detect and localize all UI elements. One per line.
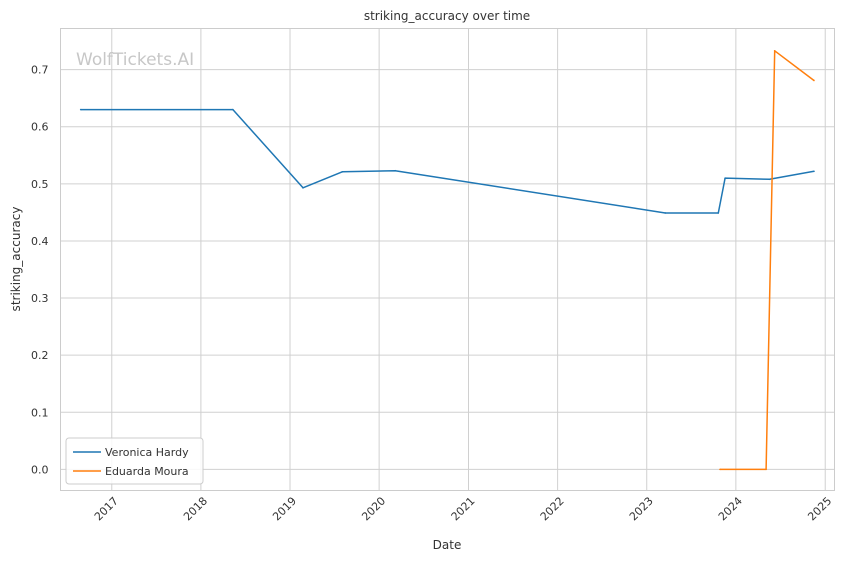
legend-label-veronica-hardy: Veronica Hardy	[105, 446, 189, 459]
data-point-veronica-hardy	[394, 169, 397, 172]
legend: Veronica Hardy Eduarda Moura	[65, 437, 204, 485]
x-axis-label: Date	[433, 538, 462, 552]
series-line-veronica-hardy	[80, 108, 815, 214]
data-point-eduarda-moura	[765, 468, 767, 471]
data-point-veronica-hardy	[664, 212, 667, 214]
y-tick-label: 0.1	[31, 406, 49, 419]
data-point-veronica-hardy	[724, 177, 726, 179]
data-point-veronica-hardy	[717, 212, 720, 214]
x-tick-labels: 2017 2018 2019 2020 2021 2022 2023 2024 2025	[92, 494, 834, 523]
data-point-eduarda-moura	[719, 468, 721, 471]
x-tick-label: 2025	[805, 494, 834, 523]
chart-title: striking_accuracy over time	[364, 9, 530, 23]
series-line-eduarda-moura	[720, 50, 815, 471]
x-tick-label: 2017	[92, 494, 121, 523]
series-layer	[79, 49, 815, 471]
grid	[60, 28, 835, 491]
data-point-veronica-hardy	[813, 170, 815, 173]
data-point-veronica-hardy	[302, 187, 304, 189]
x-tick-label: 2024	[716, 494, 745, 523]
y-tick-label: 0.3	[31, 292, 49, 305]
y-tick-label: 0.6	[31, 121, 49, 134]
y-tick-labels: 0.0 0.1 0.2 0.3 0.4 0.5 0.6 0.7	[31, 64, 49, 477]
y-tick-label: 0.5	[31, 178, 49, 191]
legend-label-eduarda-moura: Eduarda Moura	[105, 465, 189, 478]
x-tick-label: 2020	[359, 494, 388, 523]
data-point-veronica-hardy	[341, 171, 344, 173]
x-tick-label: 2019	[270, 494, 299, 523]
y-tick-label: 0.7	[31, 64, 49, 77]
y-axis-label: striking_accuracy	[9, 207, 23, 312]
x-tick-label: 2018	[181, 494, 210, 523]
x-tick-label: 2022	[538, 494, 567, 523]
data-point-veronica-hardy	[768, 178, 771, 181]
data-point-veronica-hardy	[79, 108, 82, 111]
x-tick-label: 2023	[627, 494, 656, 523]
y-tick-label: 0.2	[31, 349, 49, 362]
data-point-eduarda-moura	[773, 49, 776, 52]
y-tick-label: 0.4	[31, 235, 49, 248]
legend-box	[65, 437, 204, 485]
data-point-eduarda-moura	[813, 79, 815, 82]
watermark: WolfTickets.AI	[76, 50, 194, 70]
plot-area-frame	[60, 28, 835, 491]
data-point-veronica-hardy	[232, 108, 234, 111]
x-tick-label: 2021	[449, 494, 478, 523]
y-tick-label: 0.0	[31, 463, 49, 476]
